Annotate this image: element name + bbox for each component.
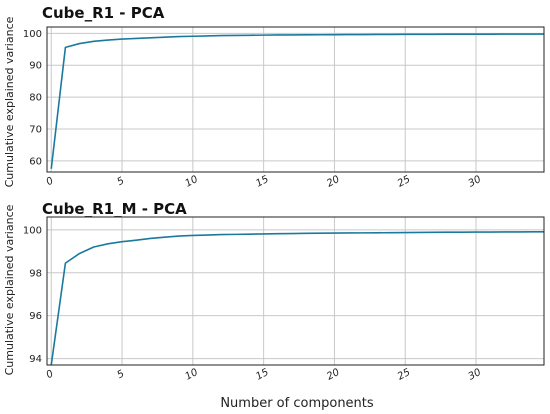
x-tick-label: 25	[396, 174, 412, 190]
y-tick-label: 90	[29, 61, 42, 72]
x-tick-label: 25	[396, 367, 412, 383]
y-tick-label: 60	[29, 156, 42, 167]
tick-labels: 0 5 10 15 20 25 30 60 70 80 90 100	[23, 29, 483, 190]
y-tick-label: 100	[23, 29, 42, 40]
y-tick-label: 100	[23, 225, 42, 236]
x-tick-label: 0	[45, 175, 56, 188]
series-line	[50, 231, 544, 365]
y-tick-label: 98	[29, 268, 42, 279]
y-tick-label: 80	[29, 93, 42, 104]
series-line-layer	[50, 231, 544, 365]
grid-lines	[47, 27, 544, 172]
y-tick-label: 70	[29, 124, 42, 135]
y-tick-label: 96	[29, 311, 42, 322]
series-line-layer	[50, 33, 544, 169]
series-line	[50, 33, 544, 169]
x-tick-label: 15	[254, 174, 270, 190]
x-tick-label: 10	[183, 174, 199, 190]
x-tick-label: 10	[183, 367, 199, 383]
plot-frame	[46, 26, 545, 173]
x-tick-label: 15	[254, 367, 270, 383]
y-axis-label: Cumulative explained variance	[3, 204, 16, 375]
plot-frame	[46, 216, 545, 366]
tick-labels: 0 5 10 15 20 25 30 94 96 98 100	[23, 225, 483, 382]
chart-title: Cube_R1_M - PCA	[42, 200, 187, 218]
x-tick-label: 30	[467, 367, 483, 383]
y-tick-label: 94	[29, 354, 42, 365]
y-axis-label: Cumulative explained variance	[3, 16, 16, 187]
x-axis-label: Number of components	[220, 396, 374, 411]
x-tick-label: 20	[325, 174, 341, 190]
x-tick-label: 30	[467, 174, 483, 190]
x-tick-label: 20	[325, 367, 341, 383]
grid-lines	[47, 217, 544, 365]
chart-panel-top: Cube_R1 - PCA Cumulative explained varia…	[3, 4, 545, 190]
x-tick-label: 5	[115, 368, 126, 381]
chart-title: Cube_R1 - PCA	[42, 4, 165, 22]
x-tick-label: 0	[45, 368, 56, 381]
x-tick-label: 5	[115, 175, 126, 188]
chart-panel-bottom: Cube_R1_M - PCA Cumulative explained var…	[3, 200, 545, 383]
